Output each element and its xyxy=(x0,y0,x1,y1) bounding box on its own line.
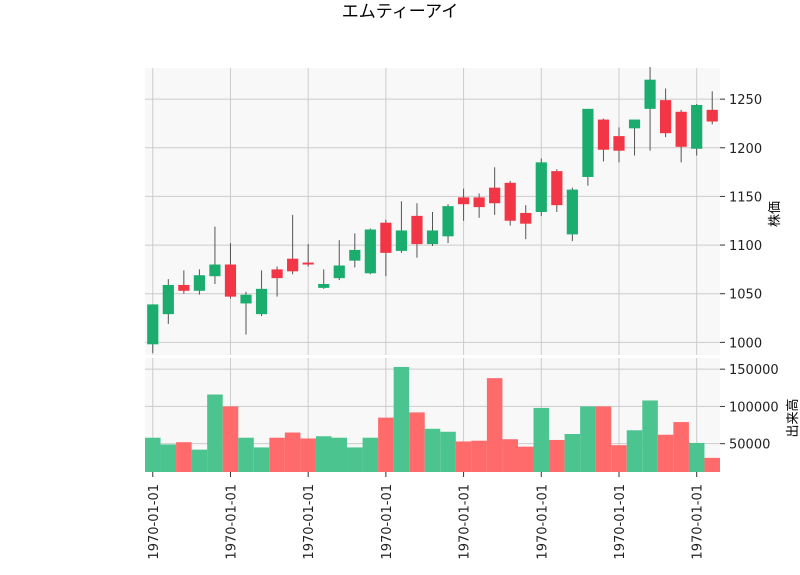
candle-body xyxy=(302,262,314,265)
candle-body xyxy=(520,212,532,224)
candle-body xyxy=(566,189,578,235)
price-axis-label: 株価 xyxy=(768,201,783,227)
volume-bar xyxy=(253,447,270,472)
volume-bar xyxy=(673,422,689,472)
candle-body xyxy=(411,215,423,245)
volume-bar xyxy=(331,437,348,472)
candle-body xyxy=(318,283,330,288)
candle-body xyxy=(255,288,268,315)
volume-bar xyxy=(284,432,301,472)
volume-bar xyxy=(611,445,627,472)
price-tick-label: 1250 xyxy=(729,93,762,108)
volume-bar xyxy=(440,431,456,472)
volume-panel: 50000 100000 150000 xyxy=(145,358,779,472)
volume-bar xyxy=(315,436,332,472)
candle-body xyxy=(224,264,237,297)
candle-body xyxy=(504,182,516,221)
price-tick-label: 1050 xyxy=(729,288,762,303)
price-tick-label: 1100 xyxy=(729,239,762,254)
x-tick-label: 1970-01-01 xyxy=(302,484,317,560)
candle-body xyxy=(287,258,299,272)
volume-bar xyxy=(704,457,720,472)
candle-body xyxy=(271,269,283,279)
candle-body xyxy=(660,100,672,134)
x-tick-label: 1970-01-01 xyxy=(147,484,162,560)
volume-bar xyxy=(347,447,363,472)
volume-bar xyxy=(222,406,239,472)
volume-axis-label: 出来高 xyxy=(785,398,800,437)
x-axis: 1970-01-01 1970-01-01 1970-01-01 1970-01-01… xyxy=(147,472,706,560)
candle-body xyxy=(489,187,501,204)
volume-bar xyxy=(160,444,177,472)
volume-bar xyxy=(145,437,161,472)
candle-body xyxy=(147,304,159,345)
x-tick-label: 1970-01-01 xyxy=(535,484,550,560)
candle-body xyxy=(457,197,470,205)
candle-body xyxy=(209,264,221,277)
volume-bar xyxy=(362,437,379,472)
x-tick-label: 1970-01-01 xyxy=(613,484,628,560)
candle-body xyxy=(162,284,174,315)
volume-bar xyxy=(409,412,425,472)
x-tick-label: 1970-01-01 xyxy=(380,484,395,560)
volume-bar xyxy=(688,442,705,472)
candle-body xyxy=(535,162,547,212)
volume-bar xyxy=(595,406,612,472)
candle-body xyxy=(333,265,345,279)
volume-bar xyxy=(269,437,285,472)
candle-body xyxy=(442,206,454,237)
volume-bar xyxy=(549,439,565,472)
candle-body xyxy=(240,294,252,304)
volume-bar xyxy=(533,407,550,472)
volume-tick-label: 150000 xyxy=(729,363,779,378)
x-tick-label: 1970-01-01 xyxy=(691,484,706,560)
volume-bar xyxy=(378,417,394,472)
price-panel: 1000 1050 1100 1150 1200 1250 xyxy=(145,67,762,355)
candle-body xyxy=(395,230,408,251)
volume-bar xyxy=(191,449,208,472)
candle-body xyxy=(193,275,205,291)
candle-body xyxy=(675,111,687,147)
volume-bar xyxy=(517,446,534,472)
price-panel-background xyxy=(145,68,720,355)
volume-tick-label: 50000 xyxy=(729,438,770,453)
candle-body xyxy=(473,197,485,208)
volume-bar xyxy=(238,437,254,472)
candle-body xyxy=(644,79,656,109)
candle-body xyxy=(691,104,703,149)
candle-body xyxy=(628,119,641,129)
volume-bar xyxy=(486,378,503,472)
x-tick-label: 1970-01-01 xyxy=(224,484,239,560)
volume-bar xyxy=(471,440,487,472)
volume-bar xyxy=(393,366,410,472)
x-tick-label: 1970-01-01 xyxy=(458,484,473,560)
candle-body xyxy=(582,108,594,177)
candle-body xyxy=(597,119,610,150)
volume-bar xyxy=(502,439,518,472)
candle-body xyxy=(706,109,718,122)
candle-body xyxy=(551,171,563,206)
candle-body xyxy=(178,284,190,291)
candle-body xyxy=(380,222,392,253)
volume-bar xyxy=(642,400,658,472)
chart-title: エムティーアイ xyxy=(341,2,459,22)
candle-body xyxy=(426,230,439,245)
volume-bar xyxy=(657,434,674,472)
volume-bar xyxy=(626,430,643,472)
candle-body xyxy=(349,249,361,261)
volume-bar xyxy=(424,428,441,472)
volume-bar xyxy=(564,434,581,472)
volume-bar xyxy=(455,441,472,472)
price-tick-label: 1200 xyxy=(729,142,762,157)
volume-bar xyxy=(207,394,223,472)
volume-tick-label: 100000 xyxy=(729,400,779,415)
price-tick-label: 1000 xyxy=(729,336,762,351)
price-tick-label: 1150 xyxy=(729,190,762,205)
volume-bar xyxy=(580,406,596,472)
candle-body xyxy=(613,136,625,151)
volume-bar xyxy=(300,438,316,472)
candle-body xyxy=(364,229,376,274)
volume-bar xyxy=(176,442,192,472)
